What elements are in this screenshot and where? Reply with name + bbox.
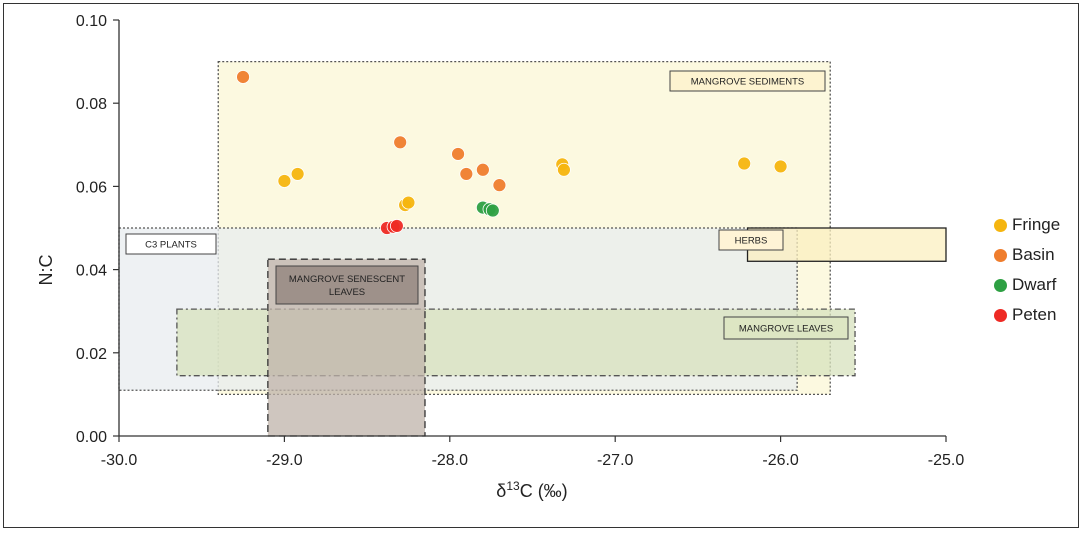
data-point-fringe (737, 156, 752, 171)
legend-swatch-peten (994, 308, 1007, 322)
data-point-dwarf (485, 203, 500, 218)
y-tick-label: 0.10 (76, 13, 107, 30)
y-axis-title: N:C (36, 255, 56, 286)
region-c3-plants-label-line-1: C3 PLANTS (145, 240, 197, 251)
data-point-basin (492, 178, 507, 193)
series-peten (380, 219, 404, 235)
legend-item-basin: Basin (994, 240, 1060, 270)
x-axis-title-delta: δ (496, 481, 506, 501)
y-tick-label: 0.04 (76, 263, 107, 280)
region-mangrove-sediments-label-box (669, 70, 826, 92)
x-axis-title-rest: C (‰) (520, 481, 568, 501)
legend-item-fringe: Fringe (994, 210, 1060, 240)
data-point-fringe (401, 195, 416, 210)
region-mangrove-senescent-leaves-label-box (275, 265, 419, 305)
y-tick-label: 0.02 (76, 346, 107, 363)
legend-swatch-basin (994, 248, 1007, 262)
x-axis-title: δ13C (‰) (496, 479, 567, 501)
region-mangrove-senescent-leaves-label-line-1: MANGROVE SENESCENT (289, 274, 405, 285)
region-mangrove-leaves-label-box (723, 316, 849, 340)
region-herbs-label-line-1: HERBS (735, 236, 768, 247)
legend-swatch-fringe (994, 218, 1007, 232)
legend-label: Basin (1012, 245, 1055, 264)
legend-label: Peten (1012, 305, 1057, 324)
data-point-basin (236, 70, 250, 84)
data-point-basin (393, 135, 408, 150)
data-point-peten (389, 219, 404, 233)
x-tick-label: -27.0 (597, 452, 634, 469)
data-point-fringe (277, 174, 292, 188)
regions-layer: MANGROVE SEDIMENTS C3 PLANTS HERBS MANGROVE… (118, 60, 947, 437)
region-mangrove-senescent-leaves: MANGROVE SENESCENT LEAVES (267, 258, 426, 437)
x-tick-label: -29.0 (266, 452, 303, 469)
y-tick-label: 0.00 (76, 429, 107, 446)
region-mangrove-senescent-leaves-label-line-2: LEAVES (329, 287, 365, 298)
legend-label: Fringe (1012, 215, 1061, 234)
data-point-basin (451, 147, 465, 161)
ticks-layer: -30.0 -29.0 -28.0 -27.0 -26.0 -25.0 0.00 0.02 0.… (76, 13, 964, 469)
x-tick-label: -28.0 (432, 452, 469, 469)
y-tick-label: 0.06 (76, 179, 107, 196)
region-herbs: HERBS (718, 227, 947, 262)
legend: Fringe Basin Dwarf Peten (994, 210, 1060, 330)
legend-label: Dwarf (1012, 275, 1057, 294)
x-tick-label: -30.0 (101, 452, 138, 469)
y-tick-label: 0.08 (76, 96, 107, 113)
series-fringe (277, 156, 788, 213)
x-tick-label: -25.0 (928, 452, 965, 469)
data-point-fringe (773, 159, 788, 174)
region-mangrove-sediments-label-line-1: MANGROVE SEDIMENTS (691, 77, 805, 88)
data-point-basin (459, 167, 474, 181)
points-layer (236, 70, 788, 235)
region-mangrove-leaves-label-line-1: MANGROVE LEAVES (739, 324, 833, 335)
legend-swatch-dwarf (994, 278, 1007, 292)
data-point-fringe (290, 167, 305, 181)
data-point-basin (475, 162, 490, 177)
data-point-fringe (557, 162, 571, 177)
axes-layer (118, 20, 946, 437)
legend-item-peten: Peten (994, 300, 1060, 330)
legend-item-dwarf: Dwarf (994, 270, 1060, 300)
series-dwarf (475, 200, 500, 218)
series-basin (236, 70, 507, 193)
x-axis-title-superscript: 13 (506, 479, 520, 493)
x-tick-label: -26.0 (762, 452, 799, 469)
region-c3-plants-label-box (125, 233, 217, 255)
region-herbs-label-box (718, 229, 784, 251)
figure-frame (3, 3, 1079, 528)
